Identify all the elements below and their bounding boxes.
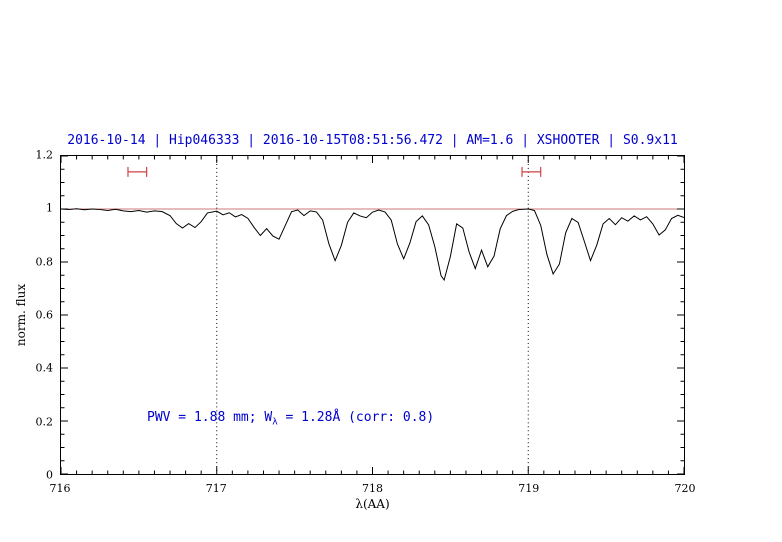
x-tick-label: 716 — [49, 482, 71, 495]
plot-area: PWV = 1.88 mm; Wλ = 1.28Å (corr: 0.8) — [60, 155, 685, 475]
y-tick-label: 0.2 — [35, 415, 54, 429]
spectrum-plot-canvas — [61, 156, 684, 474]
x-tick-label: 720 — [674, 482, 696, 495]
x-tick-label: 719 — [518, 482, 540, 495]
y-axis-label: norm. flux — [14, 283, 28, 347]
y-tick-label: 0 — [46, 468, 53, 482]
y-tick-label: 0.8 — [35, 255, 54, 269]
y-tick-label: 1.2 — [35, 148, 54, 162]
x-tick-label: 718 — [362, 482, 383, 495]
x-tick-label: 717 — [205, 482, 227, 495]
plot-title: 2016-10-14 | Hip046333 | 2016-10-15T08:5… — [67, 133, 678, 148]
pwv-annotation-suffix: = 1.28Å (corr: 0.8) — [277, 410, 435, 425]
pwv-annotation-subscript: λ — [272, 417, 278, 428]
y-tick-label: 0.4 — [35, 361, 54, 375]
pwv-annotation: PWV = 1.88 mm; Wλ = 1.28Å (corr: 0.8) — [147, 410, 434, 428]
y-tick-label: 0.6 — [35, 308, 54, 322]
x-axis-label: λ(AA) — [355, 497, 390, 511]
y-tick-label: 1 — [46, 201, 53, 215]
pwv-annotation-prefix: PWV = 1.88 mm; W — [147, 410, 273, 425]
